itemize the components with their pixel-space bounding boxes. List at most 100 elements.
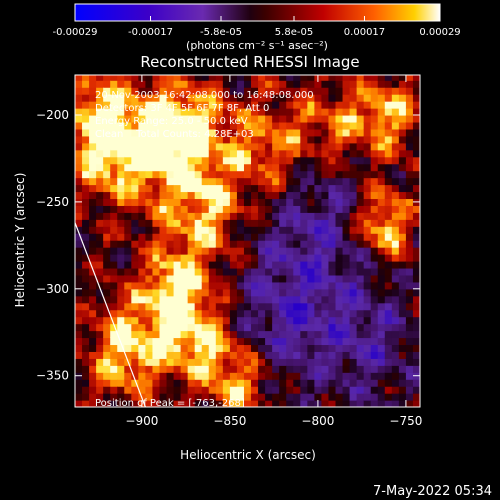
heatmap-cell: [229, 177, 238, 186]
heatmap-cell: [342, 337, 351, 346]
heatmap-cell: [75, 226, 83, 234]
heatmap-cell: [307, 351, 315, 359]
heatmap-cell: [82, 177, 90, 186]
heatmap-cell: [363, 393, 372, 401]
heatmap-cell: [117, 260, 125, 269]
heatmap-cell: [117, 205, 125, 213]
heatmap-cell: [279, 386, 287, 394]
heatmap-cell: [89, 101, 97, 109]
heatmap-cell: [89, 219, 97, 227]
heatmap-cell: [166, 393, 175, 401]
heatmap-cell: [208, 400, 217, 407]
heatmap-cell: [405, 281, 414, 290]
heatmap-cell: [103, 274, 111, 283]
heatmap-cell: [180, 108, 189, 116]
heatmap-cell: [356, 226, 365, 234]
heatmap-cell: [208, 177, 217, 186]
heatmap-cell: [300, 330, 308, 339]
heatmap-cell: [307, 94, 315, 102]
heatmap-cell: [349, 295, 358, 304]
heatmap-cell: [117, 288, 125, 297]
heatmap-cell: [131, 198, 139, 206]
heatmap-cell: [293, 177, 301, 186]
heatmap-cell: [152, 219, 161, 227]
heatmap-cell: [265, 108, 273, 116]
heatmap-cell: [194, 288, 203, 297]
heatmap-cell: [384, 205, 393, 213]
heatmap-cell: [321, 330, 330, 339]
heatmap-cell: [138, 191, 147, 200]
heatmap-cell: [159, 205, 168, 213]
heatmap-cell: [82, 323, 90, 332]
heatmap-cell: [300, 226, 308, 234]
heatmap-cell: [201, 226, 210, 234]
heatmap-cell: [377, 323, 386, 332]
heatmap-cell: [307, 323, 315, 332]
heatmap-cell: [103, 254, 111, 262]
heatmap-cell: [145, 254, 154, 262]
heatmap-cell: [293, 149, 301, 158]
heatmap-cell: [272, 400, 280, 407]
heatmap-cell: [300, 372, 308, 380]
heatmap-cell: [314, 226, 323, 234]
heatmap-cell: [342, 330, 351, 339]
heatmap-cell: [321, 205, 330, 213]
heatmap-cell: [124, 226, 132, 234]
x-tick-label: −900: [125, 414, 158, 428]
heatmap-cell: [377, 254, 386, 262]
heatmap-cell: [89, 400, 97, 407]
heatmap-cell: [201, 379, 210, 387]
heatmap-cell: [258, 163, 266, 172]
heatmap-cell: [279, 80, 287, 88]
heatmap-cell: [131, 267, 139, 276]
heatmap-cell: [152, 295, 161, 304]
heatmap-cell: [173, 191, 182, 200]
heatmap-cell: [342, 302, 351, 311]
heatmap-cell: [82, 163, 90, 172]
heatmap-cell: [398, 323, 407, 332]
heatmap-cell: [124, 344, 132, 352]
heatmap-cell: [272, 114, 280, 123]
heatmap-cell: [208, 344, 217, 352]
heatmap-cell: [145, 379, 154, 387]
heatmap-cell: [321, 101, 330, 109]
heatmap-cell: [412, 156, 420, 165]
heatmap-cell: [145, 135, 154, 144]
heatmap-cell: [187, 87, 196, 95]
heatmap-cell: [405, 386, 414, 394]
heatmap-cell: [342, 233, 351, 241]
heatmap-cell: [131, 142, 139, 151]
heatmap-cell: [272, 170, 280, 179]
heatmap-cell: [208, 233, 217, 241]
colorbar-tick-label: -5.8e-05: [200, 27, 242, 38]
heatmap-cell: [75, 142, 83, 151]
heatmap-cell: [152, 379, 161, 387]
heatmap-cell: [82, 309, 90, 318]
heatmap-cell: [307, 274, 315, 283]
heatmap-cell: [229, 295, 238, 304]
heatmap-cell: [342, 177, 351, 186]
heatmap-cell: [194, 281, 203, 290]
heatmap-cell: [356, 94, 365, 102]
heatmap-cell: [229, 163, 238, 172]
heatmap-cell: [356, 288, 365, 297]
heatmap-cell: [272, 128, 280, 137]
heatmap-cell: [222, 260, 231, 269]
heatmap-cell: [201, 281, 210, 290]
heatmap-cell: [110, 212, 118, 220]
heatmap-cell: [201, 323, 210, 332]
heatmap-cell: [145, 149, 154, 158]
heatmap-cell: [159, 351, 168, 359]
heatmap-cell: [258, 365, 266, 373]
heatmap-cell: [363, 260, 372, 269]
heatmap-cell: [159, 316, 168, 325]
heatmap-cell: [96, 260, 104, 269]
heatmap-cell: [96, 316, 104, 325]
heatmap-cell: [356, 205, 365, 213]
heatmap-cell: [321, 149, 330, 158]
heatmap-cell: [166, 358, 175, 366]
heatmap-cell: [356, 365, 365, 373]
heatmap-cell: [110, 205, 118, 213]
heatmap-cell: [236, 184, 245, 193]
